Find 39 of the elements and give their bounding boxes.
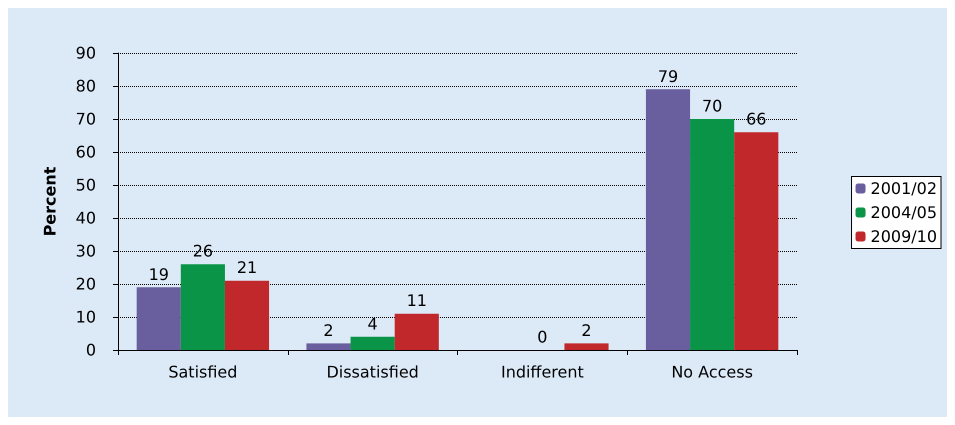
bar — [394, 314, 439, 350]
y-axis-title: Percent — [40, 166, 60, 236]
data-label: 26 — [192, 242, 214, 261]
y-tick-label: 10 — [76, 308, 96, 326]
data-label: 19 — [148, 264, 169, 284]
bar — [306, 343, 351, 350]
data-label: 79 — [658, 66, 678, 86]
y-tick-label: 60 — [76, 142, 96, 162]
data-label: 21 — [236, 258, 258, 278]
legend-label: 2009/10 — [870, 227, 937, 246]
data-label: 2 — [323, 320, 334, 340]
bar — [564, 343, 609, 350]
data-label: 4 — [368, 314, 378, 334]
y-tick-label: 0 — [86, 340, 96, 360]
y-tick-label: 50 — [76, 176, 96, 194]
x-tick-label: No Access — [671, 362, 753, 382]
bar — [646, 89, 690, 350]
bar — [136, 287, 181, 350]
data-label: 2 — [581, 320, 592, 340]
data-label: 0 — [537, 328, 548, 346]
legend-label: 2004/05 — [870, 203, 937, 222]
x-tick-label: Dissatisfied — [326, 362, 419, 382]
bar — [690, 119, 734, 350]
y-tick-label: 90 — [76, 44, 96, 62]
y-tick-label: 20 — [76, 274, 96, 294]
bar — [224, 280, 270, 350]
y-tick-label: 80 — [76, 76, 96, 96]
x-tick-label: Indifferent — [500, 362, 584, 382]
data-label: 66 — [746, 110, 766, 129]
data-label: 11 — [406, 291, 427, 310]
bar — [734, 132, 778, 350]
bar — [350, 336, 395, 350]
bar — [180, 264, 225, 350]
legend-label: 2001/02 — [870, 179, 937, 198]
x-tick-label: Satisfied — [168, 362, 238, 382]
y-tick-label: 40 — [76, 208, 96, 228]
data-label: 70 — [702, 96, 722, 116]
y-tick-label: 70 — [76, 110, 96, 128]
y-tick-label: 30 — [76, 242, 96, 260]
